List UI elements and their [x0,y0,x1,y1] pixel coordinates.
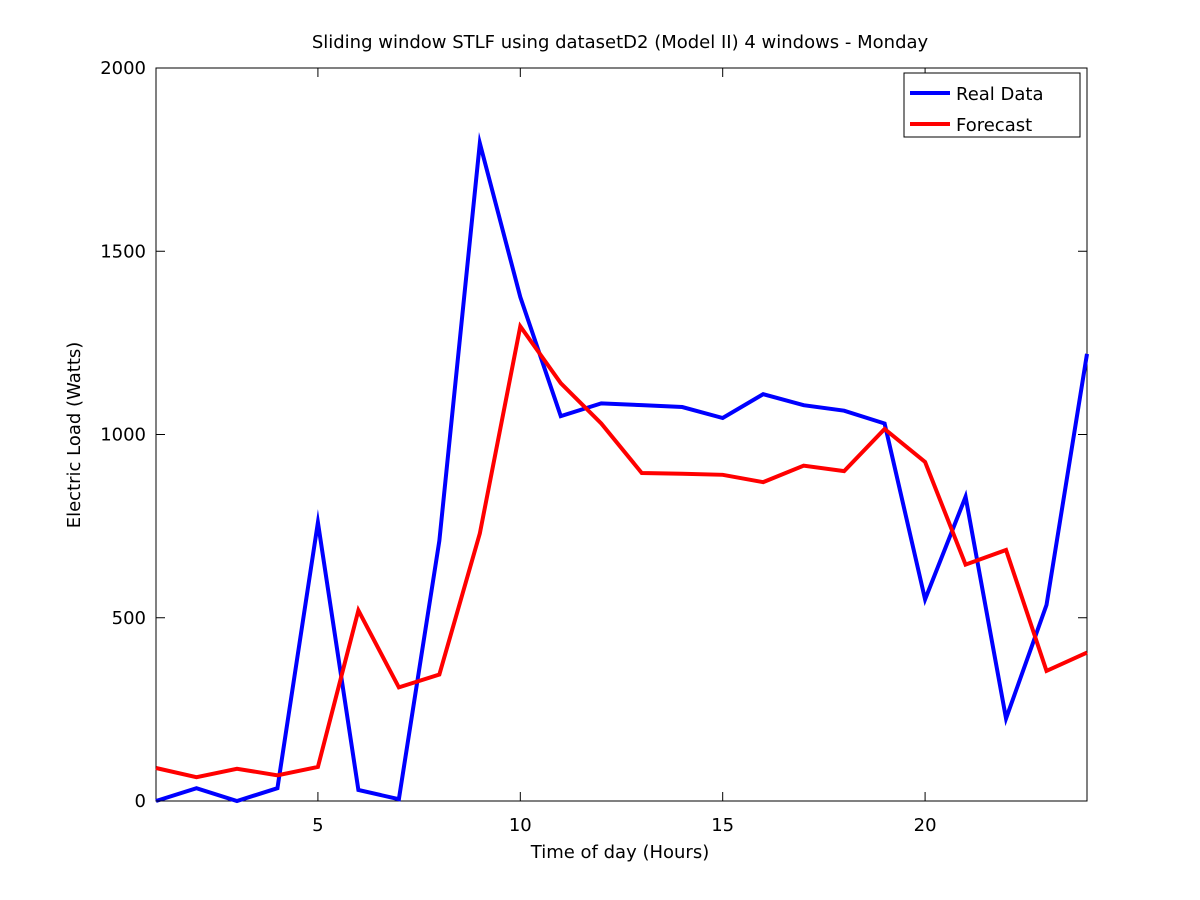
y-tick-label: 1500 [100,241,146,262]
legend-box [903,72,1081,138]
x-tick-label: 10 [509,815,532,836]
legend: Real Data Forecast [903,72,1081,138]
x-tick-label: 15 [711,815,734,836]
x-tick-label: 20 [914,815,937,836]
x-axis-title: Time of day (Hours) [530,842,709,863]
y-tick-label: 1000 [100,425,146,446]
legend-label-real-data: Real Data [956,84,1044,105]
x-tick-label: 5 [312,815,323,836]
series-line-real-data [155,131,1089,804]
ticks-layer: 5 10 15 20 0 500 1000 1500 2000 [100,58,1087,836]
y-tick-label: 2000 [100,58,146,79]
series-layer [155,131,1089,804]
y-axis-title: Electric Load (Watts) [64,342,85,529]
legend-label-forecast: Forecast [956,115,1032,136]
y-tick-label: 500 [112,608,146,629]
chart-title: Sliding window STLF using datasetD2 (Mod… [312,32,929,53]
series-line-forecast [155,321,1088,780]
y-tick-label: 0 [135,791,146,812]
